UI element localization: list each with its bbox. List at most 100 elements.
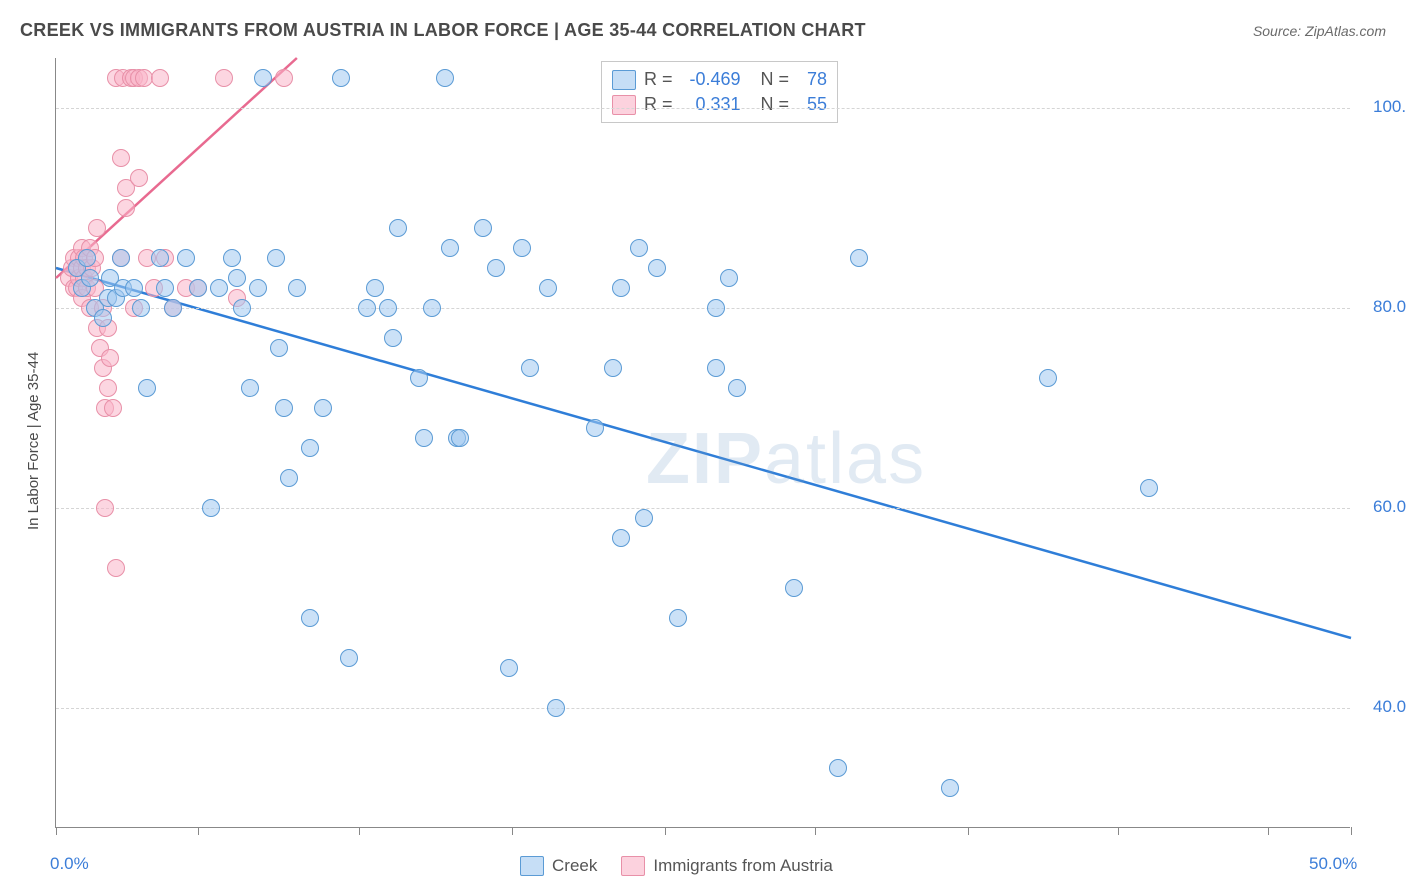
point-creek	[785, 579, 803, 597]
point-creek	[151, 249, 169, 267]
point-creek	[707, 299, 725, 317]
point-creek	[249, 279, 267, 297]
point-austria	[96, 499, 114, 517]
point-austria	[215, 69, 233, 87]
n-value: 55	[797, 94, 827, 115]
gridline-h	[56, 108, 1350, 109]
source-label: Source:	[1253, 23, 1305, 39]
chart-title: CREEK VS IMMIGRANTS FROM AUSTRIA IN LABO…	[20, 20, 866, 41]
point-creek	[410, 369, 428, 387]
n-value: 78	[797, 69, 827, 90]
x-tick	[56, 827, 57, 835]
point-creek	[78, 249, 96, 267]
r-value: -0.469	[681, 69, 741, 90]
point-austria	[117, 199, 135, 217]
stats-row: R = 0.331 N = 55	[612, 92, 827, 117]
point-creek	[112, 249, 130, 267]
point-creek	[254, 69, 272, 87]
point-creek	[332, 69, 350, 87]
point-creek	[189, 279, 207, 297]
point-creek	[612, 529, 630, 547]
point-creek	[829, 759, 847, 777]
point-austria	[112, 149, 130, 167]
point-austria	[130, 169, 148, 187]
point-creek	[720, 269, 738, 287]
point-creek	[288, 279, 306, 297]
point-creek	[415, 429, 433, 447]
y-tick-label: 80.0%	[1373, 297, 1406, 317]
y-tick-label: 60.0%	[1373, 497, 1406, 517]
x-tick	[1351, 827, 1352, 835]
legend-item: Immigrants from Austria	[621, 856, 833, 876]
r-label: R =	[644, 94, 673, 115]
point-austria	[104, 399, 122, 417]
point-austria	[101, 349, 119, 367]
point-creek	[1039, 369, 1057, 387]
point-creek	[301, 439, 319, 457]
source-value: ZipAtlas.com	[1305, 23, 1386, 39]
trend-lines	[56, 58, 1351, 828]
x-tick	[1118, 827, 1119, 835]
point-creek	[630, 239, 648, 257]
point-creek	[604, 359, 622, 377]
x-tick	[815, 827, 816, 835]
point-creek	[228, 269, 246, 287]
point-creek	[612, 279, 630, 297]
point-creek	[94, 309, 112, 327]
point-creek	[275, 399, 293, 417]
point-creek	[1140, 479, 1158, 497]
point-creek	[125, 279, 143, 297]
swatch-blue	[520, 856, 544, 876]
point-creek	[202, 499, 220, 517]
y-axis-label: In Labor Force | Age 35-44	[25, 352, 42, 530]
point-creek	[270, 339, 288, 357]
n-label: N =	[761, 69, 790, 90]
r-label: R =	[644, 69, 673, 90]
trend-line-creek	[56, 268, 1351, 638]
x-tick-label: 50.0%	[1309, 854, 1357, 874]
legend-item: Creek	[520, 856, 597, 876]
y-tick-label: 40.0%	[1373, 697, 1406, 717]
point-creek	[547, 699, 565, 717]
swatch-pink	[621, 856, 645, 876]
point-creek	[436, 69, 454, 87]
point-creek	[177, 249, 195, 267]
point-creek	[164, 299, 182, 317]
header-row: CREEK VS IMMIGRANTS FROM AUSTRIA IN LABO…	[20, 20, 1386, 41]
point-creek	[223, 249, 241, 267]
point-creek	[241, 379, 259, 397]
point-creek	[340, 649, 358, 667]
point-creek	[384, 329, 402, 347]
legend-label: Immigrants from Austria	[653, 856, 833, 876]
point-creek	[728, 379, 746, 397]
n-label: N =	[761, 94, 790, 115]
swatch-pink	[612, 95, 636, 115]
point-creek	[233, 299, 251, 317]
point-austria	[151, 69, 169, 87]
stats-legend: R = -0.469 N = 78 R = 0.331 N = 55	[601, 61, 838, 123]
point-creek	[850, 249, 868, 267]
point-creek	[513, 239, 531, 257]
swatch-blue	[612, 70, 636, 90]
legend-label: Creek	[552, 856, 597, 876]
point-creek	[500, 659, 518, 677]
point-creek	[301, 609, 319, 627]
point-creek	[521, 359, 539, 377]
point-creek	[423, 299, 441, 317]
gridline-h	[56, 708, 1350, 709]
point-creek	[441, 239, 459, 257]
point-creek	[941, 779, 959, 797]
r-value: 0.331	[681, 94, 741, 115]
point-creek	[539, 279, 557, 297]
point-creek	[210, 279, 228, 297]
x-tick	[512, 827, 513, 835]
x-tick	[1268, 827, 1269, 835]
point-creek	[474, 219, 492, 237]
point-creek	[138, 379, 156, 397]
point-creek	[156, 279, 174, 297]
point-creek	[648, 259, 666, 277]
y-tick-label: 100.0%	[1373, 97, 1406, 117]
x-tick	[665, 827, 666, 835]
point-creek	[586, 419, 604, 437]
x-tick-label: 0.0%	[50, 854, 89, 874]
